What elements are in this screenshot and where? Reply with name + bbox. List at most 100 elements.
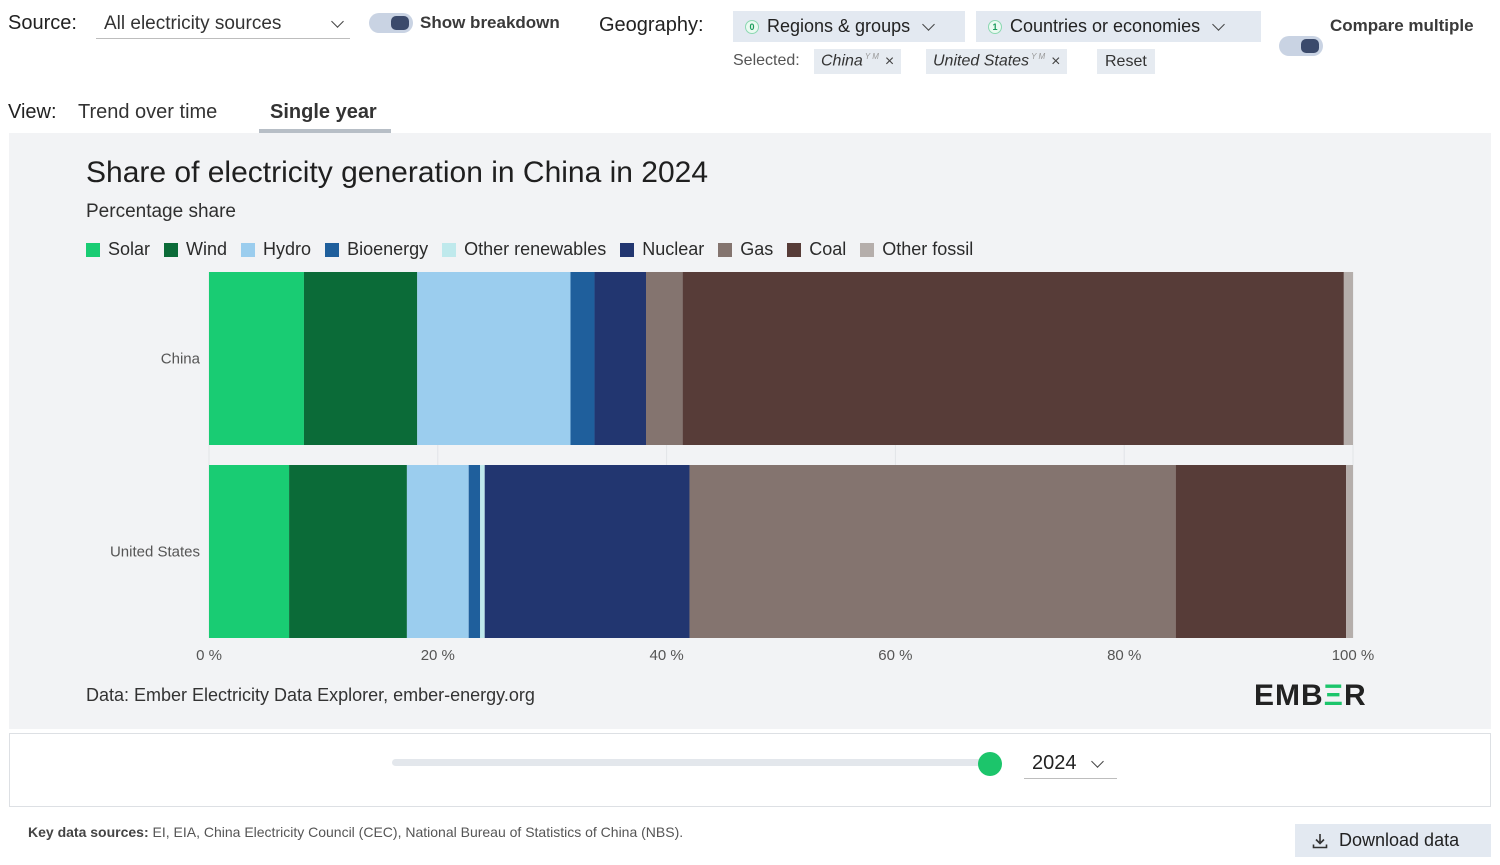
geography-label: Geography:: [599, 14, 704, 36]
x-tick-label: 80 %: [1107, 647, 1141, 664]
download-data-label: Download data: [1339, 830, 1460, 850]
key-sources-label: Key data sources:: [28, 824, 149, 840]
x-tick-label: 60 %: [878, 647, 912, 664]
legend-item[interactable]: Other renewables: [442, 239, 606, 260]
countries-dropdown[interactable]: 1 Countries or economies: [976, 11, 1261, 42]
view-label: View:: [8, 101, 57, 123]
tab-trend-over-time[interactable]: Trend over time: [78, 101, 218, 123]
countries-count-badge: 1: [988, 19, 1002, 34]
legend-swatch: [442, 242, 457, 257]
source-select[interactable]: All electricity sources: [96, 9, 350, 39]
chart-legend: Solar Wind Hydro Bioenergy Other renewables N…: [86, 239, 987, 260]
bar-segment-other-fossil[interactable]: [1343, 272, 1353, 445]
show-breakdown-label: Show breakdown: [420, 13, 560, 32]
legend-label: Bioenergy: [347, 239, 429, 259]
regions-groups-dropdown[interactable]: 0 Regions & groups: [733, 11, 965, 42]
source-label: Source:: [8, 12, 77, 34]
year-select[interactable]: 2024: [1024, 749, 1117, 779]
legend-item[interactable]: Bioenergy: [325, 239, 428, 260]
key-data-sources: Key data sources: EI, EIA, China Electri…: [28, 824, 683, 840]
year-slider-thumb[interactable]: [978, 752, 1002, 776]
y-category-label: China: [161, 351, 201, 368]
legend-swatch: [325, 242, 340, 257]
legend-label: Other fossil: [882, 239, 974, 259]
bar-segment-solar[interactable]: [209, 465, 290, 638]
regions-count-badge: 0: [745, 19, 759, 34]
compare-multiple-toggle[interactable]: [1279, 36, 1323, 56]
legend-item[interactable]: Gas: [718, 239, 773, 260]
bar-segment-coal[interactable]: [1175, 465, 1347, 638]
toggle-knob: [391, 16, 409, 30]
selected-chip-name: United States: [933, 52, 1030, 70]
show-breakdown-toggle[interactable]: [369, 13, 413, 33]
legend-swatch: [787, 242, 802, 257]
chart-source-note: Data: Ember Electricity Data Explorer, e…: [86, 685, 535, 705]
chart-subtitle: Percentage share: [86, 201, 236, 222]
legend-swatch: [164, 242, 179, 257]
active-tab-underline: [259, 129, 391, 133]
chart-title: Share of electricity generation in China…: [86, 156, 709, 189]
x-tick-label: 0 %: [196, 647, 222, 664]
bar-segment-nuclear[interactable]: [484, 465, 690, 638]
legend-swatch: [241, 242, 256, 257]
bar-segment-wind[interactable]: [303, 272, 418, 445]
legend-item[interactable]: Solar: [86, 239, 150, 260]
year-slider-panel: [9, 733, 1491, 807]
legend-item[interactable]: Other fossil: [860, 239, 973, 260]
compare-multiple-label: Compare multiple: [1330, 16, 1474, 35]
selected-chip-sup: Y M: [1031, 52, 1046, 62]
legend-label: Nuclear: [642, 239, 705, 259]
x-tick-label: 40 %: [649, 647, 683, 664]
regions-groups-label: Regions & groups: [767, 16, 911, 36]
legend-item[interactable]: Wind: [164, 239, 227, 260]
close-icon[interactable]: ×: [884, 52, 895, 70]
selected-chip-china[interactable]: China Y M ×: [814, 49, 902, 74]
countries-label: Countries or economies: [1010, 16, 1201, 36]
bar-segment-bioenergy[interactable]: [570, 272, 595, 445]
bar-segment-other-renewables[interactable]: [480, 465, 485, 638]
bar-segment-other-fossil[interactable]: [1346, 465, 1353, 638]
selected-chip-sup: Y M: [864, 52, 879, 62]
legend-label: Gas: [740, 239, 774, 259]
x-tick-label: 20 %: [421, 647, 455, 664]
selected-chip-united-states[interactable]: United States Y M ×: [926, 49, 1068, 74]
ember-logo: EMBΞR: [1254, 679, 1367, 712]
source-select-value: All electricity sources: [104, 12, 282, 34]
bar-segment-nuclear[interactable]: [594, 272, 647, 445]
bar-segment-hydro[interactable]: [417, 272, 571, 445]
legend-swatch: [620, 242, 635, 257]
download-icon: [1312, 833, 1328, 848]
bar-segment-hydro[interactable]: [406, 465, 469, 638]
chevron-down-icon: [1090, 754, 1104, 768]
selected-label: Selected:: [733, 52, 800, 69]
legend-item[interactable]: Nuclear: [620, 239, 704, 260]
bar-segment-solar[interactable]: [209, 272, 304, 445]
reset-button[interactable]: Reset: [1097, 49, 1155, 74]
bar-segment-wind[interactable]: [289, 465, 407, 638]
legend-label: Hydro: [263, 239, 312, 259]
download-data-button[interactable]: Download data: [1295, 824, 1491, 857]
bar-segment-bioenergy[interactable]: [468, 465, 481, 638]
legend-swatch: [86, 242, 100, 257]
year-select-value: 2024: [1032, 752, 1077, 774]
y-category-label: United States: [110, 544, 200, 561]
legend-item[interactable]: Coal: [787, 239, 846, 260]
legend-label: Wind: [186, 239, 228, 259]
legend-label: Other renewables: [464, 239, 607, 259]
legend-swatch: [718, 242, 733, 257]
bar-segment-gas[interactable]: [689, 465, 1176, 638]
legend-swatch: [860, 242, 875, 257]
legend-label: Solar: [108, 239, 151, 259]
selected-chip-name: China: [821, 52, 863, 70]
bar-segment-gas[interactable]: [646, 272, 683, 445]
tab-single-year[interactable]: Single year: [270, 101, 377, 123]
year-slider-track[interactable]: [392, 759, 992, 766]
toggle-knob: [1301, 39, 1319, 53]
close-icon[interactable]: ×: [1051, 52, 1061, 70]
bar-segment-coal[interactable]: [682, 272, 1344, 445]
legend-label: Coal: [809, 239, 847, 259]
legend-item[interactable]: Hydro: [241, 239, 311, 260]
x-tick-label: 100 %: [1332, 647, 1375, 664]
key-sources-text: EI, EIA, China Electricity Council (CEC)…: [152, 824, 684, 840]
